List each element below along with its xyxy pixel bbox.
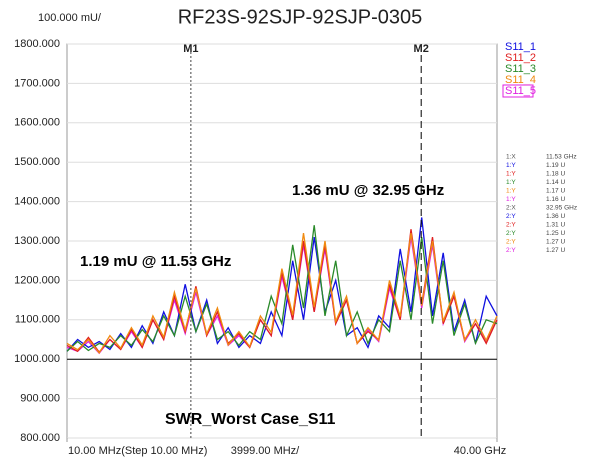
y-tick-label: 900.000 [20,393,60,405]
marker-table-value: 1.18 U [546,171,565,178]
y-tick-label: 1600.000 [14,117,60,129]
marker-table-value: 1.14 U [546,179,565,186]
marker-table-label: 1:Y [506,171,516,178]
y-tick-label: 1800.000 [14,38,60,50]
annotation: 1.19 mU @ 11.53 GHz [80,253,231,270]
y-tick-label: 1500.000 [14,156,60,168]
marker-table-value: 1.17 U [546,188,565,195]
x-tick-label: 40.00 GHz [454,445,507,457]
marker-table-label: 2:X [506,205,516,212]
marker-table-label: 1:Y [506,162,516,169]
y-tick-label: 1300.000 [14,235,60,247]
legend-entry: S11_5 [505,85,536,97]
annotation: SWR_Worst Case_S11 [165,411,336,428]
legend-entry: S11_4 [505,74,536,86]
series-line [66,233,498,355]
legend-box [502,84,534,98]
marker-table-label: 1:X [506,154,516,161]
y-tick-label: 1000.000 [14,353,60,365]
y-tick-label: 1700.000 [14,77,60,89]
series-line [66,217,498,352]
marker-label: M2 [414,43,429,55]
y-scale-label: 100.000 mU/ [38,12,102,24]
annotation: 1.36 mU @ 32.95 GHz [292,182,444,199]
marker-table-label: 2:Y [506,247,516,254]
marker-table-label: 1:Y [506,188,516,195]
chart-title: RF23S-92SJP-92SJP-0305 [178,6,423,28]
legend-entry: S11_3 [505,63,536,75]
series-line [66,225,498,352]
marker-table-label: 2:Y [506,239,516,246]
marker-table-value: 1.19 U [546,162,565,169]
y-tick-label: 800.000 [20,432,60,444]
marker-table-value: 1.16 U [546,196,565,203]
marker-table-value: 1.27 U [546,239,565,246]
x-scale-label: 3999.00 MHz/ [231,445,300,457]
marker-table-value: 1.25 U [546,230,565,237]
marker-table-value: 1.36 U [546,213,565,220]
marker-table-value: 1.27 U [546,247,565,254]
marker-table-value: 11.53 GHz [546,154,577,161]
marker-table-label: 1:Y [506,196,516,203]
marker-table-value: 1.31 U [546,222,565,229]
marker-table-label: 2:Y [506,230,516,237]
marker-table-label: 1:Y [506,179,516,186]
x-tick-label: 10.00 MHz(Step 10.00 MHz) [68,445,207,457]
marker-table-value: 32.95 GHz [546,205,577,212]
y-tick-label: 1100.000 [15,314,60,326]
y-tick-label: 1200.000 [14,274,60,286]
legend-entry: S11_1 [505,41,536,53]
marker-table-label: 2:Y [506,213,516,220]
y-tick-label: 1400.000 [14,196,60,208]
marker-label: M1 [183,43,198,55]
marker-table-label: 2:Y [506,222,516,229]
legend-entry: S11_2 [505,52,536,64]
